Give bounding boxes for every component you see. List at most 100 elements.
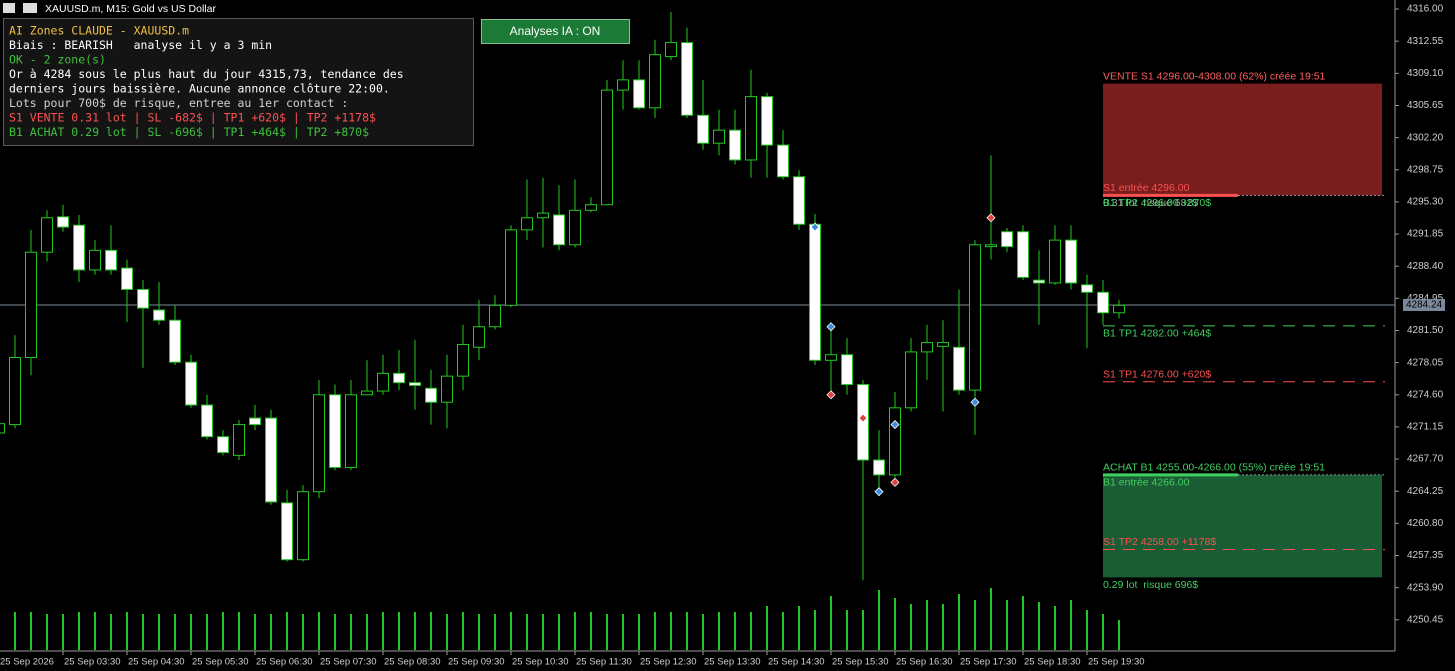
last-price-box <box>1403 298 1445 311</box>
zone-label: VENTE S1 4296.00-4308.00 (62%) créée 19:… <box>1103 70 1326 82</box>
candle-body <box>313 394 325 493</box>
candle-body <box>233 424 245 456</box>
trade-marker <box>874 487 884 497</box>
y-tick-label: 4316.00 <box>1407 4 1444 15</box>
x-tick-label: 25 Sep 04:30 <box>128 657 185 668</box>
trade-marker <box>890 477 900 487</box>
y-tick-label: 4267.70 <box>1407 454 1444 465</box>
candle-body <box>713 129 725 144</box>
candle-body <box>777 144 789 178</box>
candle-body <box>937 342 949 347</box>
level-label: S1 entrée 4296.00 <box>1103 182 1190 194</box>
candle-body <box>0 423 5 434</box>
y-tick-label: 4250.45 <box>1407 614 1444 625</box>
trade-marker <box>986 213 996 223</box>
candle-body <box>825 354 837 361</box>
button-label[interactable]: Analyses IA : ON <box>510 24 601 38</box>
x-tick-label: 25 Sep 12:30 <box>640 657 697 668</box>
level-label: S1 TP1 4276.00 +620$ <box>1103 369 1211 381</box>
y-tick-label: 4278.05 <box>1407 357 1444 368</box>
zone-label: ACHAT B1 4255.00-4266.00 (55%) créée 19:… <box>1103 462 1325 474</box>
candle-body <box>329 394 341 468</box>
y-tick-label: 4305.65 <box>1407 100 1444 111</box>
candle-body <box>889 407 901 476</box>
x-tick-label: 25 Sep 06:30 <box>256 657 313 668</box>
level-label: B1 TP1 4282.00 +464$ <box>1103 328 1211 340</box>
x-tick-label: 25 Sep 14:30 <box>768 657 825 668</box>
candle-body <box>361 390 373 396</box>
zone-risk-label: 0.29 lot risque 696$ <box>1103 579 1198 591</box>
icon <box>23 3 37 13</box>
x-tick-label: 25 Sep 19:30 <box>1088 657 1145 668</box>
trade-marker <box>826 390 836 400</box>
candle-body <box>665 42 677 58</box>
candle-body <box>1017 231 1029 278</box>
candle-body <box>601 89 613 206</box>
y-tick-label: 4271.15 <box>1407 422 1444 433</box>
candle-body <box>201 404 213 438</box>
info-panel <box>3 18 474 146</box>
candle-body <box>473 326 485 348</box>
candle-body <box>905 351 917 409</box>
zone <box>1103 83 1382 196</box>
panel-line: S1 VENTE 0.31 lot | SL -682$ | TP1 +620$… <box>9 111 376 125</box>
candle-body <box>921 342 933 353</box>
candle-body <box>617 79 629 91</box>
y-tick-label: 4302.20 <box>1407 132 1444 143</box>
y-tick-label: 4298.75 <box>1407 164 1444 175</box>
y-tick-label: 4281.50 <box>1407 325 1444 336</box>
y-tick-label: 4288.40 <box>1407 261 1444 272</box>
panel-line: OK - 2 zone(s) <box>9 53 106 67</box>
x-tick-label: 25 Sep 11:30 <box>576 657 632 668</box>
candle-body <box>1065 239 1077 284</box>
candle-body <box>489 304 501 328</box>
x-tick-label: 25 Sep 16:30 <box>896 657 953 668</box>
candle-body <box>1033 279 1045 284</box>
candle-body <box>249 417 261 426</box>
toggle-button[interactable] <box>481 19 630 44</box>
candle-body <box>169 319 181 363</box>
y-tick-label: 4312.55 <box>1407 36 1444 47</box>
x-tick-label: 25 Sep 05:30 <box>192 657 249 668</box>
panel-line: B1 ACHAT 0.29 lot | SL -696$ | TP1 +464$… <box>9 125 369 139</box>
y-tick-label: 4295.30 <box>1407 197 1444 208</box>
candle-body <box>89 249 101 271</box>
y-tick-label: 4309.10 <box>1407 68 1444 79</box>
candle-body <box>521 217 533 231</box>
candle-body <box>25 251 37 359</box>
candle-body <box>57 216 69 228</box>
x-tick-label: 25 Sep 07:30 <box>320 657 377 668</box>
candle-body <box>745 96 757 161</box>
level-label: S1 TP2 4258.00 +1178$ <box>1103 536 1216 548</box>
candle-body <box>585 204 597 211</box>
candle-body <box>297 491 309 561</box>
panel-line: AI Zones CLAUDE - XAUUSD.m <box>9 24 189 38</box>
candle-body <box>841 354 853 386</box>
candle-body <box>953 346 965 391</box>
panel-line: Or à 4284 sous le plus haut du jour 4315… <box>9 67 404 81</box>
y-tick-label: 4257.35 <box>1407 550 1444 561</box>
candle-body <box>441 375 453 403</box>
candle-body <box>345 394 357 468</box>
panel-line: Biais : BEARISH analyse il y a 3 min <box>9 38 272 52</box>
level-label: B1 entrée 4266.00 <box>1103 477 1190 489</box>
candle-body <box>217 436 229 454</box>
y-tick-label: 4264.25 <box>1407 486 1444 497</box>
trade-marker <box>810 222 820 232</box>
x-tick-label: 25 Sep 13:30 <box>704 657 761 668</box>
last-price-label: 4284.24 <box>1406 300 1443 311</box>
x-tick-label: 25 Sep 18:30 <box>1024 657 1081 668</box>
window-title: XAUUSD.m, M15: Gold vs US Dollar <box>45 3 216 15</box>
candle-body <box>985 244 997 248</box>
candle-body <box>505 229 517 306</box>
plot: VENTE S1 4296.00-4308.00 (62%) créée 19:… <box>0 11 1395 650</box>
trade-marker <box>826 322 836 332</box>
candle-body <box>761 96 773 146</box>
candle-body <box>649 54 661 109</box>
candle-body <box>729 129 741 161</box>
candle-body <box>73 224 85 271</box>
candle-body <box>1081 284 1093 293</box>
trade-marker <box>858 413 868 423</box>
x-tick-label: 25 Sep 2026 <box>0 657 54 668</box>
candle-body <box>185 361 197 406</box>
